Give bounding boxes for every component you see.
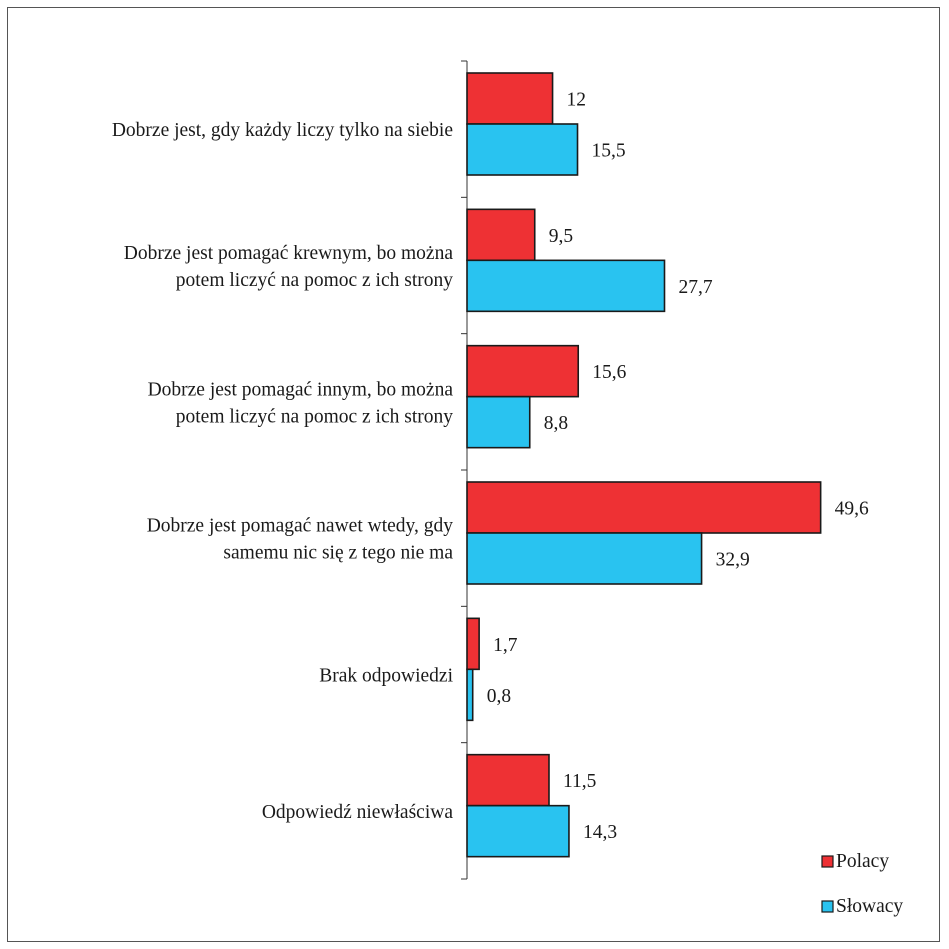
data-label: 14,3	[583, 822, 617, 843]
data-label: 32,9	[716, 550, 750, 571]
category-label: Dobrze jest pomagać nawet wtedy, gdy same…	[147, 516, 454, 564]
data-label: 27,7	[679, 277, 713, 298]
bar-slowacy	[466, 804, 570, 858]
data-label: 49,6	[835, 499, 869, 520]
bars-layer	[466, 72, 822, 858]
bar-slowacy	[466, 668, 474, 722]
category-label-line: Dobrze jest pomagać nawet wtedy, gdy	[147, 516, 454, 537]
bar-polacy	[466, 617, 480, 671]
data-label: 15,5	[592, 141, 626, 162]
labels-layer: Dobrze jest, gdy każdy liczy tylko na si…	[112, 90, 869, 844]
data-label: 1,7	[493, 635, 518, 656]
category-label-line: potem liczyć na pomoc z ich strony	[176, 270, 453, 291]
chart-frame: Dobrze jest, gdy każdy liczy tylko na si…	[7, 7, 940, 942]
category-label-line: potem liczyć na pomoc z ich strony	[176, 406, 453, 427]
legend-label: Polacy	[836, 851, 889, 872]
category-label: Brak odpowiedzi	[319, 666, 453, 687]
bar-polacy	[466, 344, 580, 398]
data-label: 11,5	[563, 771, 596, 792]
data-label: 9,5	[549, 226, 573, 247]
category-label-line: Dobrze jest, gdy każdy liczy tylko na si…	[112, 120, 453, 141]
category-label: Dobrze jest, gdy każdy liczy tylko na si…	[112, 120, 453, 141]
category-label-line: Odpowiedź niewłaściwa	[262, 802, 453, 823]
data-label: 12	[567, 90, 587, 111]
legend: Polacy Słowacy	[821, 851, 903, 917]
bar-chart: Dobrze jest, gdy każdy liczy tylko na si…	[112, 60, 903, 917]
bar-slowacy	[466, 532, 703, 585]
legend-swatch	[821, 900, 834, 913]
category-label-line: samemu nic się z tego nie ma	[223, 543, 453, 564]
category-label: Dobrze jest pomagać krewnym, bo można pot…	[124, 243, 454, 291]
bar-slowacy	[466, 259, 666, 313]
bar-polacy	[466, 72, 554, 125]
bar-polacy	[466, 208, 536, 262]
category-label: Odpowiedź niewłaściwa	[262, 802, 453, 823]
category-label-line: Brak odpowiedzi	[319, 666, 453, 687]
data-label: 15,6	[592, 362, 626, 383]
category-label: Dobrze jest pomagać innym, bo można potem…	[148, 379, 454, 427]
category-label-line: Dobrze jest pomagać innym, bo można	[148, 379, 454, 400]
data-label: 0,8	[487, 686, 511, 707]
bar-slowacy	[466, 123, 579, 176]
legend-label: Słowacy	[836, 896, 903, 917]
bar-slowacy	[466, 395, 531, 449]
legend-swatch	[821, 855, 834, 868]
bar-polacy	[466, 481, 822, 534]
category-label-line: Dobrze jest pomagać krewnym, bo można	[124, 243, 454, 264]
axis-layer	[461, 60, 468, 880]
bar-polacy	[466, 753, 550, 807]
data-label: 8,8	[544, 413, 568, 434]
